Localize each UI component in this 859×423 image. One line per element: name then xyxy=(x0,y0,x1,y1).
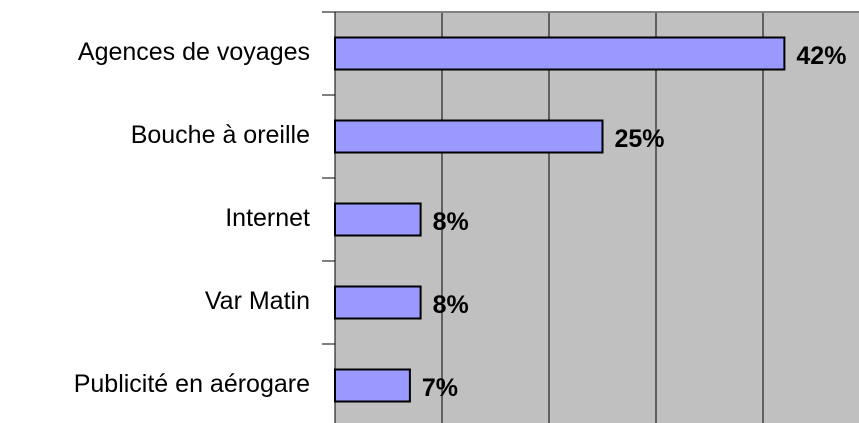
plot-area xyxy=(335,12,859,423)
data-label: 25% xyxy=(615,125,665,153)
bar xyxy=(334,202,422,237)
y-tick-label: Agences de voyages xyxy=(78,38,310,66)
bar xyxy=(334,285,422,320)
data-label: 8% xyxy=(433,291,469,319)
y-tick-label: Internet xyxy=(225,204,310,232)
bar xyxy=(334,119,604,154)
y-tick-label: Publicité en aérogare xyxy=(74,370,310,398)
y-tick-label: Var Matin xyxy=(205,287,310,315)
data-label: 42% xyxy=(796,42,846,70)
bar xyxy=(334,368,411,403)
data-label: 7% xyxy=(422,374,458,402)
data-label: 8% xyxy=(433,208,469,236)
bar xyxy=(334,36,786,71)
y-tick-label: Bouche à oreille xyxy=(131,121,310,149)
